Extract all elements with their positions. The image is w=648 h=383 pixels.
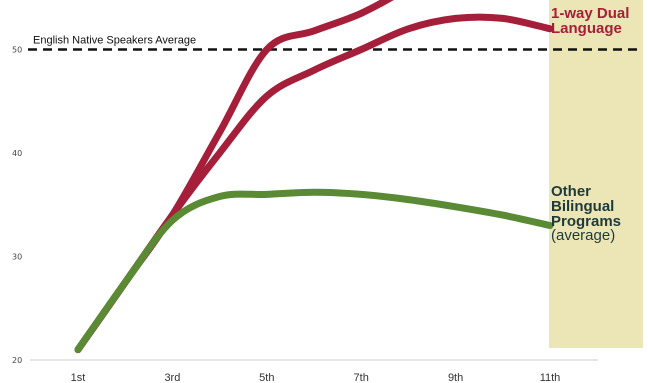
highlight-band	[549, 0, 643, 348]
series-label-dual-language: 1-way Dual Language	[551, 5, 634, 37]
y-tick-label-20: 20	[12, 356, 22, 365]
x-tick-label-3rd: 3rd	[164, 372, 180, 383]
series-line-upper-red	[74, 0, 394, 354]
series-label-dual-line1: 1-way Dual	[551, 5, 629, 22]
series-label-other-sublabel: (average)	[551, 227, 615, 244]
x-tick-label-11th: 11th	[540, 372, 561, 383]
x-tick-label-5th: 5th	[259, 372, 274, 383]
series-label-other-line3: Programs	[551, 213, 621, 230]
series-label-other-line1: Other	[551, 183, 591, 200]
series-label-other-line2: Bilingual	[551, 198, 614, 215]
series-label-other-bilingual: Other Bilingual Programs	[551, 183, 621, 230]
series-line-dual-language	[74, 13, 554, 354]
series-line-other-bilingual	[74, 188, 554, 354]
y-tick-label-40: 40	[12, 149, 22, 158]
y-tick-label-50: 50	[12, 46, 22, 55]
x-tick-label-9th: 9th	[448, 372, 463, 383]
series-label-dual-line2: Language	[551, 20, 622, 37]
y-tick-label-30: 30	[12, 253, 22, 262]
x-tick-label-1st: 1st	[71, 372, 86, 383]
x-tick-label-7th: 7th	[354, 372, 369, 383]
reference-line-label: English Native Speakers Average	[33, 35, 196, 47]
